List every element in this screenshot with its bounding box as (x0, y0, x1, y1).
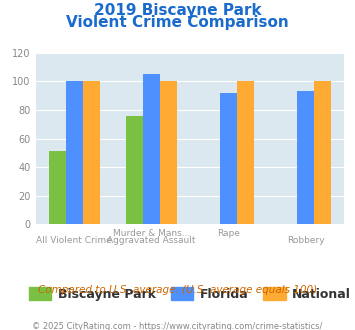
Bar (160, 82, 177, 224)
Legend: Biscayne Park, Florida, National: Biscayne Park, Florida, National (24, 282, 355, 306)
Bar (237, 82, 254, 224)
Bar (83, 82, 100, 224)
Text: Aggravated Assault: Aggravated Assault (107, 236, 196, 245)
Text: Robbery: Robbery (287, 236, 324, 245)
Bar (220, 93, 237, 224)
Text: Compared to U.S. average. (U.S. average equals 100): Compared to U.S. average. (U.S. average … (38, 285, 317, 295)
Bar (126, 116, 143, 224)
Text: 2019 Biscayne Park: 2019 Biscayne Park (94, 3, 261, 18)
Text: Murder & Mans...: Murder & Mans... (113, 229, 190, 238)
Text: © 2025 CityRating.com - https://www.cityrating.com/crime-statistics/: © 2025 CityRating.com - https://www.city… (32, 322, 323, 330)
Bar (66, 82, 83, 224)
Bar (49, 151, 66, 224)
Text: Rape: Rape (217, 229, 240, 238)
Bar (314, 82, 331, 224)
Text: All Violent Crime: All Violent Crime (36, 236, 112, 245)
Bar (143, 74, 160, 224)
Text: Violent Crime Comparison: Violent Crime Comparison (66, 15, 289, 30)
Bar (297, 91, 314, 224)
